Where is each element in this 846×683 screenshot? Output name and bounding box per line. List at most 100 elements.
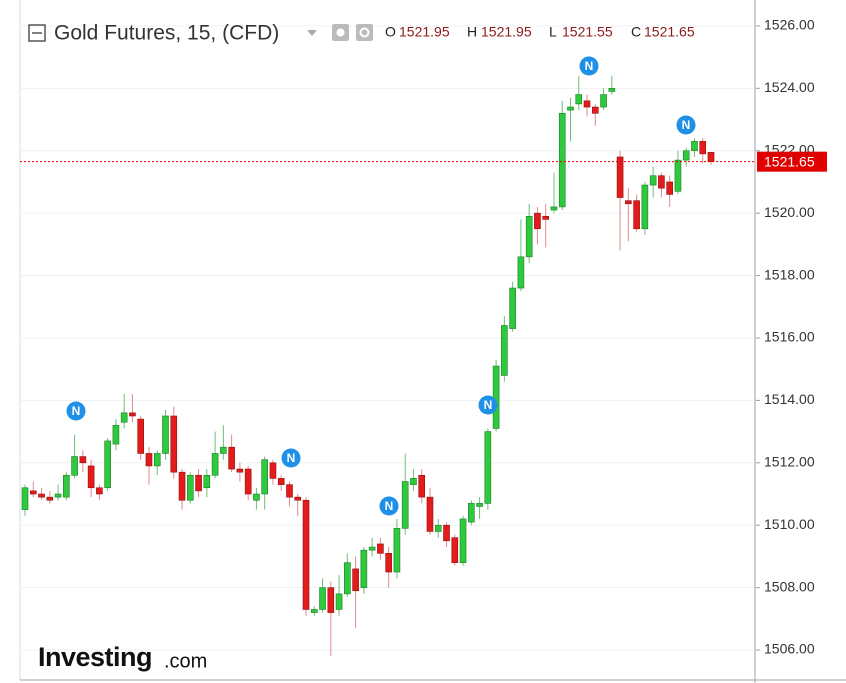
- candle-body: [691, 141, 698, 152]
- candle-body: [658, 175, 665, 189]
- candle-body: [443, 524, 450, 542]
- header: Gold Futures, 15, (CFD) O 1521.95 H 1521.95…: [28, 22, 695, 45]
- news-marker-label: N: [585, 59, 594, 73]
- candle-body: [401, 481, 409, 529]
- candle-body: [29, 490, 37, 495]
- candle-body: [211, 453, 219, 476]
- candle-body: [575, 94, 583, 105]
- candle-body: [591, 106, 599, 114]
- candle-body: [145, 453, 153, 467]
- candle-body: [385, 553, 392, 573]
- y-tick-label: 1514.00: [764, 391, 815, 407]
- news-marker[interactable]: [66, 401, 86, 421]
- candle-body: [567, 106, 574, 111]
- candle-body: [236, 468, 244, 473]
- candle-body: [468, 503, 475, 523]
- y-tick-label: 1510.00: [764, 516, 815, 532]
- candle-body: [310, 609, 318, 613]
- candle-body: [550, 206, 558, 211]
- candle-body: [525, 215, 533, 258]
- ohlc-value: 1521.65: [644, 24, 695, 40]
- candle-body: [641, 184, 649, 230]
- candle-body: [484, 431, 492, 504]
- candle-body: [608, 88, 616, 92]
- candle-body: [517, 256, 525, 289]
- candle-body: [335, 593, 343, 610]
- last-price-box: [757, 151, 827, 172]
- ohlc-label: L: [549, 24, 557, 40]
- candle-body: [434, 524, 442, 532]
- candle-body: [153, 453, 161, 467]
- y-tick-label: 1506.00: [764, 641, 815, 657]
- news-marker[interactable]: [676, 115, 696, 135]
- candle-body: [261, 459, 268, 495]
- collapse-icon[interactable]: [28, 24, 46, 42]
- candle-body: [63, 474, 70, 498]
- candle-body: [633, 200, 640, 230]
- candle-body: [87, 465, 95, 489]
- y-tick-label: 1526.00: [764, 17, 815, 33]
- y-tick-label: 1508.00: [764, 578, 815, 594]
- news-marker-label: N: [72, 404, 81, 418]
- candle-body: [707, 151, 715, 162]
- logo-brand: Investing: [38, 642, 152, 672]
- candle-body: [319, 587, 326, 610]
- dropdown-arrow[interactable]: [307, 30, 317, 36]
- news-marker[interactable]: [579, 56, 599, 76]
- candle-body: [302, 499, 310, 610]
- news-marker[interactable]: [281, 448, 301, 468]
- candle-body: [492, 365, 500, 429]
- candle-body: [410, 478, 417, 485]
- y-tick-label: 1518.00: [764, 266, 815, 282]
- candle-body: [368, 546, 376, 551]
- candle-body: [616, 156, 624, 198]
- candle-body: [187, 474, 194, 501]
- ohlc-label: C: [631, 24, 641, 40]
- candle-body: [269, 462, 277, 479]
- candle-body: [360, 549, 368, 588]
- candle-body: [352, 568, 359, 592]
- candle-body: [393, 528, 401, 573]
- last-price-label: 1521.65: [764, 153, 815, 169]
- candle-body: [509, 287, 516, 329]
- y-tick-label: 1512.00: [764, 454, 815, 470]
- settings-icon-gear: [359, 27, 370, 38]
- news-marker-label: N: [682, 118, 691, 132]
- news-marker-label: N: [385, 499, 394, 513]
- candle-body: [294, 496, 302, 501]
- y-tick-label: 1516.00: [764, 329, 815, 345]
- candle-body: [583, 100, 591, 108]
- ohlc-label: O: [385, 24, 396, 40]
- candle-body: [542, 215, 549, 220]
- candle-body: [327, 587, 335, 613]
- candle-body: [699, 141, 707, 155]
- candle-body: [682, 150, 690, 161]
- candle-body: [558, 112, 566, 208]
- candle-body: [377, 543, 384, 554]
- news-marker[interactable]: [478, 395, 498, 415]
- ohlc-label: H: [467, 24, 477, 40]
- candle-body: [277, 478, 285, 485]
- news-marker[interactable]: [379, 496, 399, 516]
- candle-body: [244, 468, 252, 495]
- candle-body: [120, 412, 128, 423]
- candle-body: [451, 537, 459, 563]
- candle-body: [38, 493, 45, 498]
- grid: 1506.00 1508.00 1510.00 1512.00 1514.00 1516.…: [20, 17, 815, 657]
- settings-icon[interactable]: [356, 24, 373, 41]
- overlay: N N N N N N 1521.65: [20, 56, 827, 516]
- candle-body: [71, 456, 78, 476]
- candle-body: [286, 484, 293, 498]
- candle-body: [666, 181, 673, 195]
- chart-title: Gold Futures, 15, (CFD): [54, 22, 279, 45]
- candle-body: [534, 212, 541, 230]
- candle-body: [253, 493, 260, 501]
- candle-body: [129, 412, 136, 417]
- candle-body: [501, 325, 508, 376]
- ohlc-values: O 1521.95 H 1521.95 L 1521.55 C 1521.65: [385, 24, 695, 40]
- candles: [21, 75, 715, 657]
- y-tick-label: 1520.00: [764, 204, 815, 220]
- candle-body: [459, 518, 467, 563]
